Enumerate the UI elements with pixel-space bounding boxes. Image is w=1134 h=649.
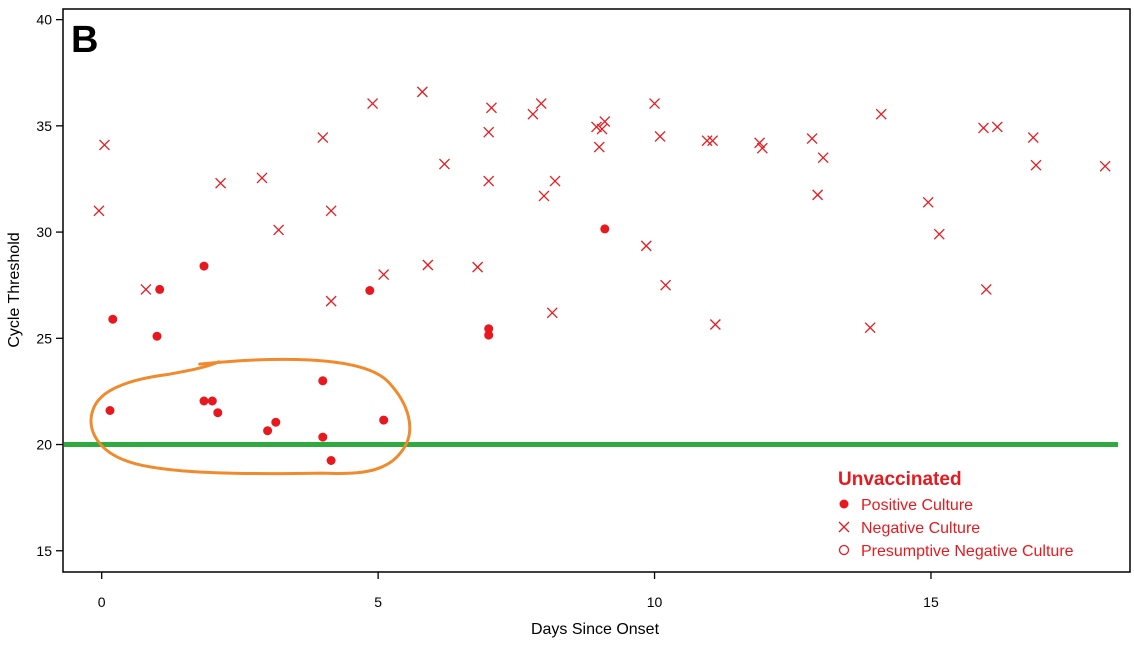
negative-culture-point [1030,159,1042,171]
x-axis: 0 5 10 15 [98,572,939,610]
negative-culture-point [933,228,945,240]
negative-culture-point [535,98,547,110]
negative-culture-point [1027,132,1039,143]
legend-marker-presumptive [838,544,850,556]
negative-culture-point [654,131,666,142]
negative-culture-point [546,307,558,319]
positive-culture-point [105,406,115,415]
y-tick-label: 20 [36,437,52,453]
positive-culture-point [263,426,273,436]
negative-culture-point [593,141,605,153]
negative-culture-point [549,175,561,187]
legend: Unvaccinated Positive Culture Negative C… [838,469,1074,560]
positive-culture-point [600,224,610,234]
y-tick-label: 40 [36,12,52,28]
negative-culture-point [317,132,329,143]
positive-culture-point [155,284,165,294]
negative-culture-point [591,121,602,133]
negative-culture-point [256,172,268,184]
negative-culture-point [875,108,887,120]
negative-culture-point [1099,160,1111,172]
negative-culture-point [707,135,719,147]
negative-culture-point [922,196,934,208]
negative-culture-point [701,135,713,147]
y-tick-label: 35 [36,118,52,134]
negative-culture-point [273,224,285,236]
negative-culture-point [978,122,989,134]
negative-culture-point [140,283,152,295]
negative-culture-point [416,86,428,98]
positive-culture-point [318,432,328,442]
negative-culture-point [215,177,227,189]
positive-culture-point [365,286,375,295]
positive-culture-point [318,376,328,386]
legend-marker-positive [839,499,849,509]
highlight-ellipse [89,357,412,476]
legend-label-presumptive: Presumptive Negative Culture [861,543,1074,560]
negative-culture-point [325,295,337,307]
plot-frame [62,8,1131,573]
negative-culture-point [325,205,337,217]
positive-culture-point [213,408,223,418]
negative-culture-point [640,240,652,252]
positive-culture-point [271,417,281,427]
positive-culture-point [484,330,494,340]
negative-culture-point [991,121,1003,133]
legend-label-positive: Positive Culture [861,497,973,514]
negative-culture-point [483,175,495,187]
highlight-ellipse-group [89,357,412,476]
negative-culture-point [483,126,495,138]
x-tick-label: 10 [647,594,663,610]
negative-culture-point [864,322,876,334]
negative-culture-point [422,259,434,271]
x-axis-title: Days Since Onset [531,621,660,638]
positive-culture-point [152,331,162,341]
legend-label-negative: Negative Culture [861,520,980,537]
legend-marker-negative [838,521,850,533]
negative-culture-point [439,158,450,170]
negative-culture-point [99,139,110,151]
negative-culture-point [709,319,721,330]
negative-culture-point [649,98,661,110]
x-tick-label: 15 [923,594,939,610]
negative-culture-point [754,137,766,149]
y-axis: 15 20 25 30 35 40 [36,12,63,559]
negative-culture-point [367,98,379,110]
negative-culture-point [485,102,497,114]
negative-culture-point [806,133,818,145]
positive-culture-point [199,396,209,406]
negative-culture-point [538,190,550,202]
positive-culture-point [484,324,494,334]
negative-culture-point [596,123,608,135]
negative-culture-point [472,261,484,273]
y-tick-label: 15 [36,543,52,559]
positive-culture-point [207,396,217,406]
data-points [93,86,1111,465]
negative-culture-point [980,283,992,295]
positive-culture-point [379,415,389,425]
legend-title: Unvaccinated [838,469,962,490]
negative-culture-point [756,142,768,154]
negative-culture-point [527,108,539,120]
negative-culture-point [660,279,672,291]
negative-culture-point [599,116,611,128]
positive-culture-point [108,314,118,324]
y-tick-label: 30 [36,224,52,240]
negative-culture-point [378,269,390,281]
panel-label: B [71,19,98,61]
positive-culture-point [199,261,209,271]
negative-culture-point [93,205,105,217]
negative-culture-point [817,152,829,164]
positive-culture-point [326,456,336,465]
negative-culture-point [812,189,824,201]
y-tick-label: 25 [36,330,52,346]
x-tick-label: 5 [374,594,382,610]
y-axis-title: Cycle Threshold [6,232,23,347]
x-tick-label: 0 [98,594,106,610]
